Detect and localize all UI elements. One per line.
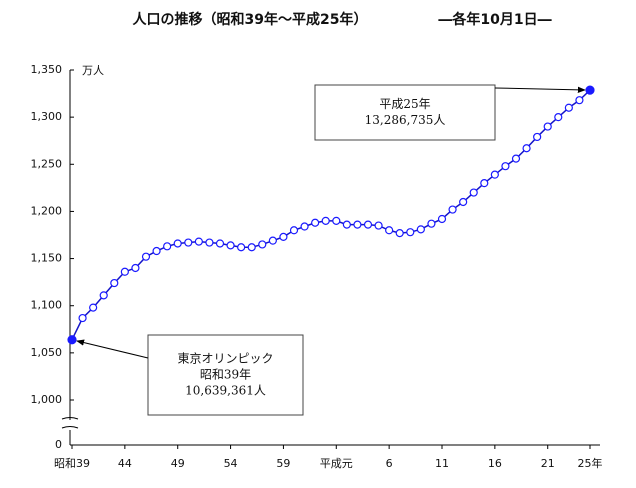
data-point	[459, 197, 468, 207]
data-point	[289, 226, 299, 235]
axis-break	[61, 417, 79, 429]
chart-subtitle: ―各年10月1日―	[438, 11, 551, 28]
x-tick-label: 16	[488, 457, 502, 470]
data-point	[585, 85, 595, 95]
data-point	[120, 267, 129, 276]
data-point	[152, 246, 161, 256]
data-point	[554, 113, 563, 122]
data-point	[89, 303, 98, 312]
data-point	[353, 220, 362, 229]
data-point	[163, 242, 172, 251]
data-point	[480, 179, 489, 188]
data-point	[141, 252, 151, 261]
data-point	[131, 263, 140, 273]
data-point	[300, 222, 309, 231]
annotation-text: 東京オリンピック	[177, 352, 273, 366]
annotation-box	[314, 84, 496, 141]
data-point	[67, 335, 77, 345]
x-tick-label: 59	[276, 457, 290, 470]
data-point	[194, 237, 203, 246]
data-point	[215, 239, 225, 248]
x-tick-label: 54	[224, 457, 238, 470]
data-point	[363, 220, 373, 229]
data-point	[395, 229, 404, 238]
data-point	[311, 218, 320, 227]
data-point	[490, 170, 499, 179]
data-point	[416, 225, 425, 234]
data-point	[522, 144, 531, 153]
y-tick-label: 1,200	[31, 204, 63, 217]
data-point	[374, 221, 383, 230]
x-tick-label: 49	[171, 457, 185, 470]
y-tick-label: 1,000	[31, 393, 63, 406]
annotation-arrow	[76, 339, 149, 359]
data-point	[110, 278, 119, 288]
x-tick-label: 11	[435, 457, 449, 470]
data-point	[247, 243, 256, 252]
annotation-text: 10,639,361人	[185, 384, 266, 398]
x-tick-label: 44	[118, 457, 132, 470]
data-point	[258, 240, 267, 249]
data-point	[184, 238, 193, 247]
data-point	[543, 122, 552, 131]
data-point	[268, 236, 277, 245]
data-point	[511, 154, 521, 163]
data-point	[448, 205, 457, 214]
y-tick-label: 0	[55, 438, 62, 451]
data-point	[501, 162, 510, 171]
data-point	[437, 214, 447, 224]
y-tick-label: 1,350	[31, 63, 63, 76]
data-point	[78, 313, 87, 323]
y-tick-label: 1,100	[31, 299, 63, 312]
x-tick-label: 平成元	[320, 457, 353, 470]
y-tick-label: 1,250	[31, 157, 63, 170]
data-point	[237, 243, 246, 252]
annotation-box	[147, 334, 304, 416]
y-tick-label: 1,150	[31, 252, 63, 265]
data-point	[332, 216, 341, 225]
chart-title: 人口の推移（昭和39年〜平成25年）	[133, 11, 368, 28]
data-point	[99, 291, 108, 300]
data-point	[342, 220, 351, 229]
data-point	[575, 96, 584, 105]
data-point	[205, 238, 214, 247]
annotation-arrow	[494, 86, 586, 94]
annotation-text: 昭和39年	[200, 368, 251, 382]
data-point	[173, 239, 182, 248]
data-point	[406, 228, 415, 237]
y-tick-label: 1,050	[31, 346, 63, 359]
annotation-text: 13,286,735人	[365, 113, 446, 127]
data-point	[321, 216, 330, 225]
y-unit: 万人	[82, 64, 104, 77]
data-point	[469, 188, 478, 197]
x-tick-label: 6	[386, 457, 393, 470]
data-point	[564, 103, 573, 112]
data-point	[385, 226, 394, 235]
data-point	[226, 241, 235, 250]
x-tick-label: 21	[541, 457, 555, 470]
data-point	[427, 219, 436, 228]
data-point	[279, 232, 288, 241]
data-point	[533, 132, 542, 142]
y-tick-label: 1,300	[31, 110, 63, 123]
x-tick-label: 25年	[578, 456, 603, 470]
x-tick-label: 昭和39	[54, 457, 90, 470]
annotation-text: 平成25年	[379, 97, 430, 111]
